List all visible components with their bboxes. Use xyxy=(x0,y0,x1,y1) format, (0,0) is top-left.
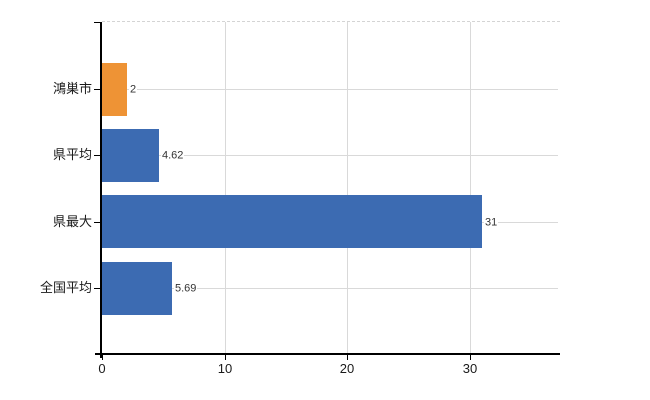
y-axis-tick xyxy=(94,155,101,156)
x-axis-tick xyxy=(470,355,471,360)
gridline-horizontal xyxy=(102,89,558,90)
bar xyxy=(102,63,127,116)
y-axis-tick xyxy=(94,89,101,90)
y-axis-line xyxy=(100,22,102,358)
bar xyxy=(102,195,482,248)
x-axis-tick xyxy=(225,355,226,360)
x-tick-label: 0 xyxy=(98,361,106,376)
value-label: 5.69 xyxy=(174,282,198,296)
y-axis-tick xyxy=(94,288,101,289)
x-tick-label: 10 xyxy=(217,361,233,376)
x-axis-tick xyxy=(102,355,103,360)
x-tick-label: 30 xyxy=(462,361,478,376)
gridline-horizontal xyxy=(102,155,558,156)
x-axis-tick xyxy=(347,355,348,360)
gridline-top xyxy=(102,21,560,22)
value-label: 4.62 xyxy=(161,149,185,163)
gridline-horizontal xyxy=(102,288,558,289)
gridline-vertical xyxy=(225,22,226,353)
y-axis-tick xyxy=(94,22,101,23)
category-label: 県平均 xyxy=(52,147,92,162)
gridline-vertical xyxy=(470,22,471,353)
bar xyxy=(102,262,172,315)
y-axis-tick xyxy=(94,222,101,223)
bar xyxy=(102,129,159,182)
x-axis-line xyxy=(95,353,560,355)
value-label: 2 xyxy=(129,83,138,97)
category-label: 鴻巣市 xyxy=(52,81,92,96)
x-tick-label: 20 xyxy=(339,361,355,376)
gridline-vertical xyxy=(347,22,348,353)
value-label: 31 xyxy=(484,216,499,230)
category-label: 県最大 xyxy=(52,214,92,229)
category-label: 全国平均 xyxy=(39,280,92,295)
